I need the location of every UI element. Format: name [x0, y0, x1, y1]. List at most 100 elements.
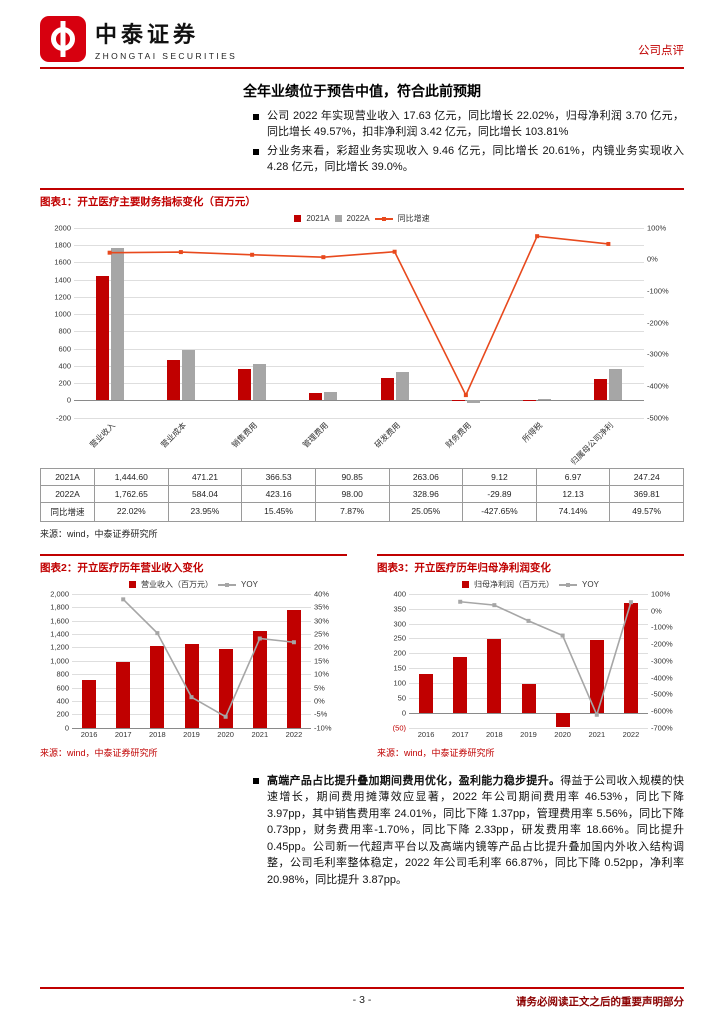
table-cell: -427.65%: [463, 502, 537, 522]
x-axis-label: 2016: [80, 729, 98, 739]
y-axis-label: 400: [56, 696, 69, 706]
data-bar: [95, 275, 109, 401]
y-axis-label: 2,000: [50, 589, 69, 599]
y-axis-label: 0%: [651, 606, 662, 615]
data-bar: [538, 399, 552, 401]
data-bar: [453, 657, 468, 713]
y-axis-label: -300%: [647, 349, 669, 359]
figure-1-rule: [40, 187, 684, 190]
table-cell: 423.16: [242, 485, 316, 503]
legend-label: YOY: [241, 580, 258, 590]
legend-label: 2022A: [346, 214, 370, 224]
gridline: [74, 262, 644, 264]
figure-1-chart: 2021A 2022A 同比增速 -200 0 200 400 600 800 1000 1200 1…: [40, 212, 684, 466]
y-axis-label: 40%: [314, 589, 330, 599]
figure-2-source: 来源：wind，中泰证券研究所: [40, 747, 158, 758]
y-axis-label: 1200: [54, 292, 71, 302]
x-axis-label: 2019: [183, 729, 200, 739]
legend-label: 2021A: [306, 214, 330, 224]
x-axis-label: 2021: [251, 729, 269, 739]
y-axis-label: 5%: [314, 683, 325, 693]
data-bar: [309, 392, 323, 401]
data-bar: [380, 377, 394, 401]
y-axis-label: 35%: [314, 602, 330, 612]
analysis-body: 得益于公司收入规模的快速增长，期间费用摊薄效应显著，2022 年公司期间费用率 …: [267, 774, 685, 886]
analysis-lead: 高端产品占比提升叠加期间费用优化，盈利能力稳步提升。: [267, 774, 561, 787]
table-cell: 49.57%: [610, 502, 684, 522]
gridline: [74, 314, 644, 316]
bullet-text: 分业务来看，彩超业务实现收入 9.46 亿元，同比增长 20.61%，内镜业务实…: [267, 144, 684, 173]
data-bar: [487, 638, 502, 713]
y-axis-label: 1,200: [50, 642, 69, 652]
y-axis-label: 1400: [54, 275, 71, 285]
footer-row: - 3 - 请务必阅读正文之后的重要声明部分: [40, 994, 684, 1010]
zero-gridline: [74, 400, 644, 402]
x-axis-label: 研发费用: [372, 420, 402, 450]
zhongtai-emblem-icon: [40, 16, 86, 62]
y-axis-label: 1,400: [50, 629, 69, 639]
y-axis-label: -100%: [647, 286, 669, 296]
y-axis-label: 200: [393, 648, 406, 658]
legend-swatch-icon: [462, 581, 470, 589]
analysis-paragraph: 高端产品占比提升叠加期间费用优化，盈利能力稳步提升。得益于公司收入规模的快速增长…: [253, 773, 684, 889]
gridline: [74, 296, 644, 298]
data-bar: [623, 602, 638, 713]
figure-1-source: 来源：wind，中泰证券研究所: [40, 528, 158, 539]
y-axis-label: 15%: [314, 656, 330, 666]
x-axis-label: 2020: [217, 729, 234, 739]
table-cell: 263.06: [389, 468, 464, 486]
y-axis-label: 50: [397, 693, 406, 703]
trend-line: [107, 233, 611, 397]
plot-row: -200 0 200 400 600 800 1000 1200 1400 1600 1800 200…: [40, 223, 684, 422]
data-bar: [594, 379, 608, 401]
table-cell: 74.14%: [536, 502, 611, 522]
x-axis-label: 归属母公司净利: [569, 420, 616, 467]
data-bar: [609, 368, 623, 401]
figure-3-source: 来源：wind，中泰证券研究所: [377, 747, 495, 758]
y-axis-label: -400%: [651, 673, 673, 682]
y-axis-label: 150: [393, 663, 406, 673]
figure-1-data-table: 2021A 1,444.60 471.21 366.53 90.85 263.06 9.12…: [40, 467, 684, 522]
figure-3-chart: 归母净利润（百万元） YOY (50) 0 50 100 150 200 250 300 350 40…: [377, 578, 684, 741]
x-axis-label: 2019: [520, 729, 537, 739]
y-axis-label: 1,000: [50, 656, 69, 666]
table-cell: 328.96: [389, 485, 464, 503]
right-axis: -500% -400% -300% -200% -100% 0% 100%: [644, 223, 684, 422]
data-bar: [286, 609, 301, 728]
brand-text: 中泰证券 ZHONGTAI SECURITIES: [95, 17, 237, 61]
table-cell: 366.53: [242, 468, 316, 486]
report-type-label: 公司点评: [638, 45, 684, 57]
table-cell: 369.81: [610, 485, 684, 503]
x-axis-label: 2022: [285, 729, 303, 739]
gridline: [409, 638, 648, 640]
x-axis: 营业收入 营业成本 销售费用 管理费用 研发费用 财务费用 所得税 归属母公司净利: [74, 418, 644, 466]
data-bar: [252, 630, 267, 728]
y-axis-label: 600: [58, 344, 71, 354]
page-title: 全年业绩位于预告中值，符合此前预期: [243, 83, 481, 99]
y-axis-label: 20%: [314, 642, 330, 652]
bullet-square-icon: [253, 114, 259, 120]
figure-1-title: 图表1：开立医疗主要财务指标变化（百万元）: [40, 195, 256, 208]
data-bar: [419, 674, 434, 713]
y-axis-label: 100: [393, 678, 406, 688]
legend-swatch-icon: [294, 215, 302, 223]
legend-label: 营业收入（百万元）: [141, 580, 214, 590]
y-axis-label: 0%: [314, 696, 325, 706]
figure-2-rule: [40, 553, 347, 556]
x-axis-label: 2017: [114, 729, 132, 739]
legend-line-icon: [559, 581, 578, 589]
y-axis-label: 200: [56, 709, 69, 719]
gridline: [72, 593, 311, 595]
bullet-item: 分业务来看，彩超业务实现收入 9.46 亿元，同比增长 20.61%，内镜业务实…: [253, 144, 684, 176]
figure-2: 图表2：开立医疗历年营业收入变化 营业收入（百万元） YOY 0 200 400 600 8…: [40, 553, 347, 759]
y-axis-label: 400: [58, 361, 71, 371]
x-axis-label: 所得税: [520, 420, 545, 444]
emblem-stem-shape: [60, 21, 66, 57]
table-cell: 15.45%: [242, 502, 316, 522]
figure-3-rule: [377, 553, 684, 556]
x-axis-label: 销售费用: [230, 420, 260, 450]
y-axis-label: 250: [393, 633, 406, 643]
y-axis-label: -500%: [651, 689, 673, 699]
table-row-label: 同比增速: [41, 502, 95, 522]
left-axis: (50) 0 50 100 150 200 250 300 350 400: [377, 589, 409, 732]
